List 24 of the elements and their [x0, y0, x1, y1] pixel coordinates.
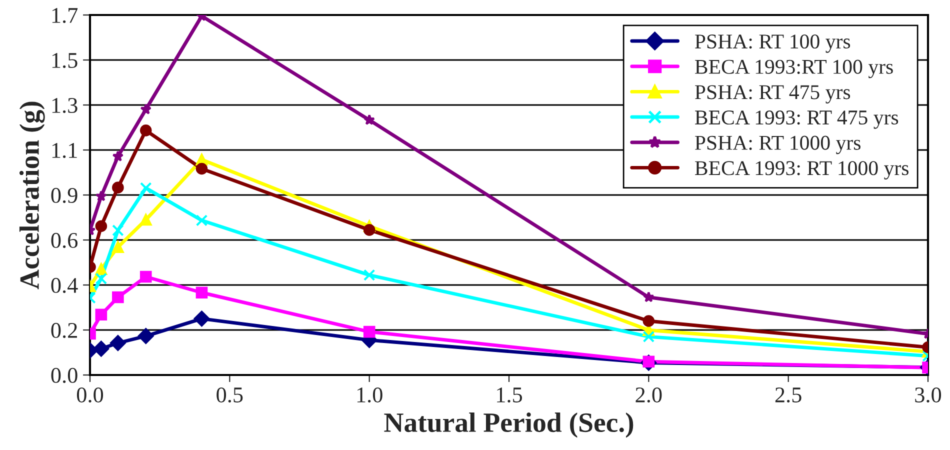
legend-label: PSHA: RT 100 yrs [695, 34, 850, 53]
y-tick-label: 1.3 [52, 98, 78, 114]
x-tick-label: 2.0 [636, 387, 662, 403]
y-tick-label: 0.0 [51, 368, 78, 384]
x-tick-label: 0.0 [76, 387, 104, 403]
y-tick-label: 0.4 [51, 278, 78, 294]
x-tick-label: 0.5 [216, 387, 243, 403]
y-axis-title: Acceleration (g) [19, 102, 45, 290]
legend-label: BECA 1993:RT 100 yrs [695, 60, 893, 78]
x-tick-label: 2.5 [775, 388, 802, 403]
y-tick-label: 0.9 [51, 188, 78, 204]
legend-label: BECA 1993: RT 475 yrs [695, 110, 898, 129]
x-axis-title: Natural Period (Sec.) [384, 412, 634, 438]
y-tick-label: 0.2 [51, 322, 77, 338]
y-tick-label: 1.7 [52, 8, 78, 24]
y-tick-label: 1.1 [52, 143, 77, 158]
y-tick-label: 1.5 [52, 53, 78, 68]
legend-label: PSHA: RT 475 yrs [695, 85, 850, 104]
x-tick-label: 3.0 [915, 387, 942, 403]
x-tick-label: 1.0 [357, 387, 382, 403]
legend-label: PSHA: RT 1000 yrs [695, 136, 860, 154]
legend-label: BECA 1993: RT 1000 yrs [695, 161, 908, 180]
y-tick-label: 0.6 [51, 232, 78, 248]
x-tick-label: 1.5 [497, 388, 522, 403]
